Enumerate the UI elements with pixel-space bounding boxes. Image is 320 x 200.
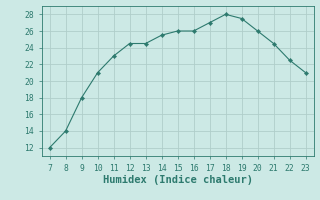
X-axis label: Humidex (Indice chaleur): Humidex (Indice chaleur) [103,175,252,185]
